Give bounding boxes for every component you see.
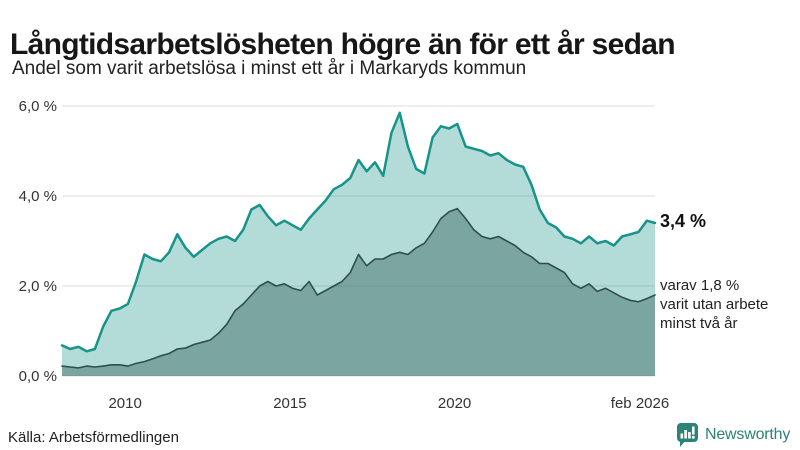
y-axis-tick-label: 0,0 %: [19, 368, 57, 385]
x-axis-tick-label: 2010: [108, 395, 141, 412]
source-note: Källa: Arbetsförmedlingen: [8, 429, 179, 446]
x-axis-tick-label: 2015: [273, 395, 306, 412]
page-title: Långtidsarbetslösheten högre än för ett …: [10, 28, 676, 62]
newsworthy-icon: [677, 423, 698, 447]
subset-annotation-line2: varit utan arbete: [660, 296, 769, 313]
x-axis-tick-label: 2020: [438, 395, 471, 412]
y-axis-tick-label: 2,0 %: [19, 278, 57, 295]
newsworthy-logo: Newsworthy: [676, 423, 791, 447]
x-axis-tick-label: feb 2026: [611, 395, 669, 412]
y-axis-tick-label: 6,0 %: [19, 98, 57, 115]
chart-subtitle: Andel som varit arbetslösa i minst ett å…: [12, 58, 527, 79]
newsworthy-wordmark: Newsworthy: [705, 426, 791, 443]
subset-annotation: varav 1,8 % varit utan arbete minst två …: [660, 276, 768, 333]
y-axis-tick-label: 4,0 %: [19, 188, 57, 205]
subset-annotation-line1: varav 1,8 %: [660, 277, 740, 294]
latest-value-label: 3,4 %: [660, 211, 707, 231]
subset-annotation-line3: minst två år: [660, 315, 738, 332]
